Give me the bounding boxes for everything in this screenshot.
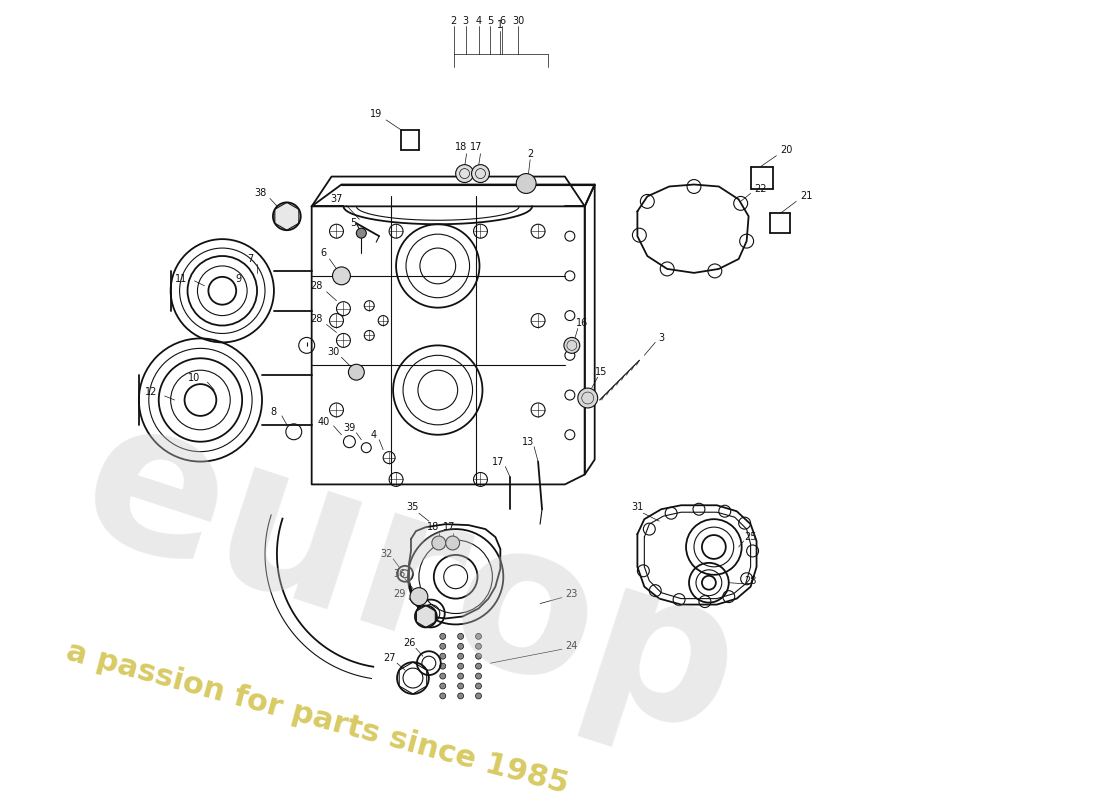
Text: 4: 4 (371, 430, 376, 440)
Circle shape (475, 663, 482, 669)
Text: 35: 35 (407, 502, 419, 512)
Text: 22: 22 (755, 185, 767, 194)
Circle shape (440, 673, 446, 679)
Circle shape (472, 165, 490, 182)
Circle shape (458, 693, 463, 699)
Circle shape (432, 536, 446, 550)
Circle shape (564, 338, 580, 354)
Text: 23: 23 (565, 589, 578, 598)
Circle shape (475, 643, 482, 650)
Circle shape (440, 683, 446, 689)
Circle shape (475, 654, 482, 659)
Text: 19: 19 (370, 109, 383, 119)
Text: europ: europ (58, 379, 762, 778)
Text: 27: 27 (383, 653, 395, 663)
Text: 17: 17 (492, 457, 505, 466)
Text: 38: 38 (254, 189, 266, 198)
Text: 3: 3 (462, 16, 469, 26)
Text: 26: 26 (403, 638, 415, 648)
Text: 32: 32 (379, 549, 393, 559)
Circle shape (516, 174, 536, 194)
Text: 6: 6 (320, 248, 327, 258)
Circle shape (458, 683, 463, 689)
Text: 18: 18 (427, 522, 439, 532)
Text: 39: 39 (343, 423, 355, 433)
Circle shape (458, 663, 463, 669)
Text: 12: 12 (144, 387, 157, 397)
Text: 17: 17 (442, 522, 455, 532)
Text: 18: 18 (454, 142, 466, 152)
Text: 1: 1 (497, 20, 504, 30)
Circle shape (273, 202, 300, 230)
Circle shape (440, 654, 446, 659)
Text: 11: 11 (175, 274, 187, 284)
Text: 25: 25 (745, 532, 757, 542)
Text: 13: 13 (522, 437, 535, 446)
Text: 40: 40 (318, 417, 330, 427)
Text: 5: 5 (487, 16, 494, 26)
Circle shape (458, 634, 463, 639)
Text: 31: 31 (631, 502, 644, 512)
Text: 3: 3 (658, 334, 664, 343)
Text: 2: 2 (527, 149, 534, 158)
Text: 37: 37 (330, 194, 343, 205)
Text: 28: 28 (310, 314, 322, 323)
Text: 24: 24 (565, 642, 578, 651)
Circle shape (475, 683, 482, 689)
Circle shape (446, 536, 460, 550)
Circle shape (410, 588, 428, 606)
Text: 20: 20 (780, 145, 792, 154)
Circle shape (415, 606, 437, 627)
Text: 8: 8 (271, 407, 277, 417)
Text: 21: 21 (800, 191, 813, 202)
Text: a passion for parts since 1985: a passion for parts since 1985 (64, 637, 572, 799)
Circle shape (440, 693, 446, 699)
Circle shape (475, 634, 482, 639)
Circle shape (440, 643, 446, 650)
Text: 29: 29 (393, 589, 405, 598)
Circle shape (458, 673, 463, 679)
Text: 15: 15 (595, 367, 608, 377)
Text: 5: 5 (350, 218, 356, 228)
Circle shape (349, 364, 364, 380)
Text: 9: 9 (235, 274, 241, 284)
Text: 36: 36 (393, 569, 405, 578)
Text: 6: 6 (499, 16, 505, 26)
Circle shape (458, 643, 463, 650)
Circle shape (332, 267, 351, 285)
Circle shape (458, 654, 463, 659)
Circle shape (475, 693, 482, 699)
Text: 30: 30 (328, 347, 340, 358)
Text: 17: 17 (471, 142, 483, 152)
Text: 2: 2 (451, 16, 456, 26)
Circle shape (455, 165, 473, 182)
Circle shape (440, 634, 446, 639)
Text: 7: 7 (248, 254, 253, 264)
Circle shape (475, 673, 482, 679)
Circle shape (356, 228, 366, 238)
Text: 28: 28 (745, 576, 757, 586)
Text: 16: 16 (575, 318, 587, 327)
Text: 30: 30 (513, 16, 525, 26)
Text: 10: 10 (188, 373, 200, 383)
Circle shape (440, 663, 446, 669)
Text: 28: 28 (310, 281, 322, 290)
Circle shape (578, 388, 597, 408)
Text: 4: 4 (475, 16, 482, 26)
